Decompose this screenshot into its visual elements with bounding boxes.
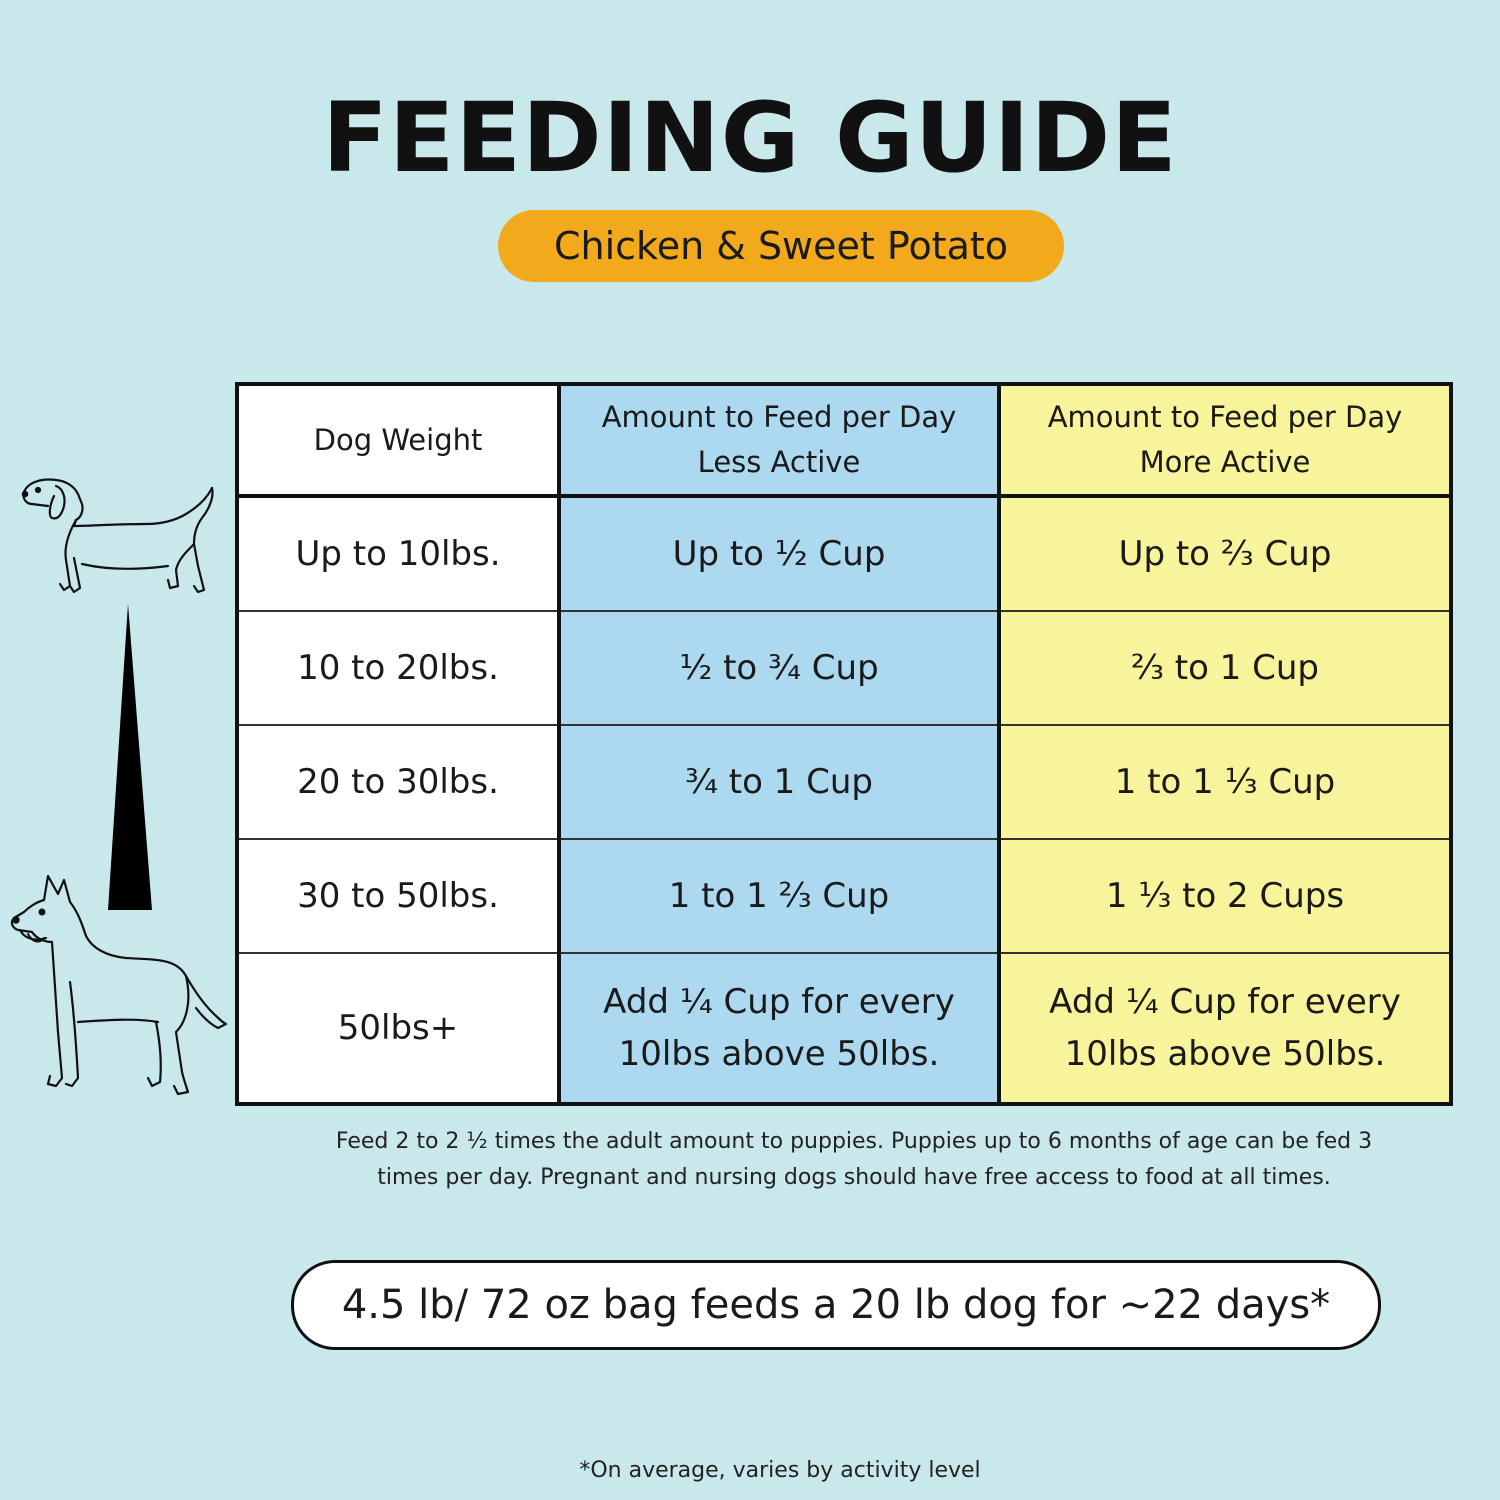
flavor-label: Chicken & Sweet Potato bbox=[553, 224, 1009, 268]
more-active-cell: 1 to 1 ⅓ Cup bbox=[998, 724, 1452, 840]
less-active-cell: ¾ to 1 Cup bbox=[558, 724, 1001, 840]
table-row: 20 to 30lbs. ¾ to 1 Cup 1 to 1 ⅓ Cup bbox=[236, 724, 1452, 840]
table-row: 30 to 50lbs. 1 to 1 ⅔ Cup 1 ⅓ to 2 Cups bbox=[236, 838, 1452, 954]
footnote: *On average, varies by activity level bbox=[579, 1458, 981, 1483]
table-row: Up to 10lbs. Up to ½ Cup Up to ⅔ Cup bbox=[236, 495, 1452, 612]
more-active-cell: 1 ⅓ to 2 Cups bbox=[998, 838, 1452, 954]
more-active-cell: Add ¼ Cup for every 10lbs above 50lbs. bbox=[998, 952, 1452, 1105]
weight-cell: 10 to 20lbs. bbox=[236, 610, 561, 726]
weight-cell: 50lbs+ bbox=[236, 952, 561, 1105]
less-active-cell: Up to ½ Cup bbox=[558, 495, 1001, 612]
more-active-cell: Up to ⅔ Cup bbox=[998, 495, 1452, 612]
less-active-cell: Add ¼ Cup for every 10lbs above 50lbs. bbox=[558, 952, 1001, 1105]
table-header-row: Dog Weight Amount to Feed per Day Less A… bbox=[236, 383, 1452, 498]
feeding-table: Dog Weight Amount to Feed per Day Less A… bbox=[235, 382, 1453, 1106]
size-wedge-icon bbox=[108, 604, 152, 910]
weight-cell: 20 to 30lbs. bbox=[236, 724, 561, 840]
header-more-active: Amount to Feed per Day More Active bbox=[998, 383, 1452, 498]
less-active-cell: 1 to 1 ⅔ Cup bbox=[558, 838, 1001, 954]
header-dog-weight: Dog Weight bbox=[236, 383, 561, 498]
page-title: FEEDING GUIDE bbox=[322, 82, 1178, 194]
table-row: 50lbs+ Add ¼ Cup for every 10lbs above 5… bbox=[236, 952, 1452, 1105]
small-dog-icon bbox=[21, 478, 214, 594]
table-row: 10 to 20lbs. ½ to ¾ Cup ⅔ to 1 Cup bbox=[236, 610, 1452, 726]
weight-cell: 30 to 50lbs. bbox=[236, 838, 561, 954]
bag-duration-text: 4.5 lb/ 72 oz bag feeds a 20 lb dog for … bbox=[341, 1282, 1331, 1328]
large-dog-icon bbox=[10, 874, 228, 1096]
bag-duration-callout: 4.5 lb/ 72 oz bag feeds a 20 lb dog for … bbox=[291, 1260, 1381, 1350]
less-active-cell: ½ to ¾ Cup bbox=[558, 610, 1001, 726]
flavor-badge: Chicken & Sweet Potato bbox=[498, 210, 1064, 282]
more-active-cell: ⅔ to 1 Cup bbox=[998, 610, 1452, 726]
header-less-active: Amount to Feed per Day Less Active bbox=[558, 383, 1001, 498]
weight-cell: Up to 10lbs. bbox=[236, 495, 561, 612]
puppy-note: Feed 2 to 2 ½ times the adult amount to … bbox=[335, 1129, 1373, 1190]
